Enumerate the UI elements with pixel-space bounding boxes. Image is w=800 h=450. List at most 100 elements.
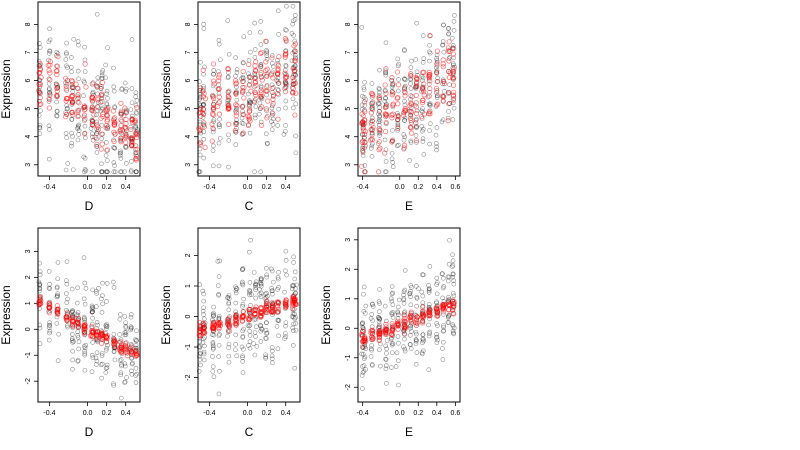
observed-point bbox=[427, 264, 433, 269]
fitted-point bbox=[123, 126, 129, 132]
observed-point bbox=[37, 125, 43, 131]
observed-point bbox=[64, 63, 69, 69]
observed-point bbox=[201, 312, 206, 317]
fitted-point bbox=[240, 78, 246, 84]
observed-point bbox=[239, 120, 245, 126]
observed-point bbox=[291, 321, 296, 327]
observed-point bbox=[441, 275, 446, 281]
observed-point bbox=[363, 346, 369, 351]
observed-point bbox=[293, 291, 298, 296]
observed-point bbox=[369, 312, 375, 317]
fitted-point bbox=[434, 313, 440, 319]
observed-point bbox=[64, 259, 70, 264]
observed-point bbox=[361, 309, 367, 314]
observed-point bbox=[201, 129, 207, 134]
observed-point bbox=[82, 167, 88, 172]
x-tick-label: 0.0 bbox=[243, 184, 253, 191]
observed-point bbox=[46, 337, 52, 343]
observed-point bbox=[427, 128, 432, 133]
y-tick-label: 7 bbox=[185, 50, 192, 54]
fitted-point bbox=[75, 92, 81, 98]
observed-point bbox=[427, 58, 432, 64]
observed-point bbox=[293, 101, 299, 107]
observed-point bbox=[94, 136, 99, 142]
observed-point bbox=[434, 275, 440, 281]
observed-point bbox=[275, 317, 281, 323]
observed-point bbox=[435, 337, 440, 343]
observed-point bbox=[449, 35, 455, 41]
observed-point bbox=[105, 169, 110, 175]
observed-point bbox=[408, 302, 414, 308]
observed-point bbox=[427, 89, 432, 95]
observed-point bbox=[111, 381, 116, 387]
observed-point bbox=[248, 303, 253, 308]
observed-point bbox=[252, 47, 258, 52]
observed-point bbox=[134, 337, 139, 343]
observed-point bbox=[247, 333, 253, 338]
observed-point bbox=[440, 271, 445, 276]
observed-point bbox=[290, 343, 296, 348]
fitted-point bbox=[240, 68, 246, 75]
observed-point bbox=[76, 76, 81, 82]
observed-point bbox=[225, 75, 231, 80]
fitted-point bbox=[69, 77, 75, 83]
observed-point bbox=[360, 321, 365, 326]
observed-point bbox=[240, 328, 245, 334]
observed-point bbox=[134, 127, 140, 132]
observed-point bbox=[258, 277, 264, 282]
fitted-point bbox=[445, 48, 452, 54]
observed-point bbox=[270, 291, 275, 297]
observed-point bbox=[217, 368, 222, 374]
observed-point bbox=[64, 307, 69, 313]
fitted-point bbox=[395, 116, 401, 122]
fitted-point bbox=[395, 82, 402, 88]
observed-point bbox=[427, 286, 432, 292]
observed-point bbox=[216, 163, 222, 169]
observed-point bbox=[100, 280, 105, 286]
observed-point bbox=[276, 285, 281, 290]
observed-point bbox=[90, 307, 96, 313]
y-axis-title: Expression bbox=[159, 59, 173, 118]
observed-point bbox=[252, 54, 258, 60]
observed-point bbox=[119, 169, 124, 175]
x-tick-label: 0.2 bbox=[413, 410, 423, 417]
observed-point bbox=[47, 328, 53, 334]
observed-point bbox=[90, 309, 95, 315]
observed-point bbox=[94, 338, 100, 344]
observed-point bbox=[94, 358, 100, 364]
observed-point bbox=[258, 281, 264, 287]
observed-point bbox=[420, 33, 426, 38]
observed-point bbox=[452, 13, 457, 18]
fitted-point bbox=[376, 127, 382, 134]
observed-point bbox=[269, 268, 275, 274]
fitted-point bbox=[246, 116, 252, 122]
observed-point bbox=[240, 60, 246, 65]
observed-point bbox=[211, 304, 216, 310]
observed-point bbox=[441, 284, 447, 289]
observed-point bbox=[414, 20, 419, 26]
fitted-point bbox=[389, 115, 395, 121]
observed-point bbox=[257, 279, 263, 285]
fitted-point bbox=[69, 93, 75, 99]
fitted-point bbox=[263, 59, 269, 65]
fitted-point bbox=[292, 48, 298, 55]
fitted-point bbox=[226, 328, 233, 334]
observed-point bbox=[389, 365, 394, 370]
observed-point bbox=[440, 295, 445, 301]
observed-point bbox=[134, 129, 140, 134]
fitted-point bbox=[246, 108, 253, 115]
fitted-point bbox=[197, 128, 203, 134]
observed-point bbox=[75, 123, 81, 129]
fitted-point bbox=[394, 318, 401, 324]
observed-point bbox=[239, 90, 245, 96]
observed-point bbox=[240, 121, 246, 126]
fitted-point bbox=[434, 85, 440, 92]
observed-point bbox=[122, 314, 128, 319]
observed-point bbox=[395, 316, 401, 321]
observed-point bbox=[265, 293, 270, 299]
observed-point bbox=[36, 41, 42, 46]
observed-point bbox=[434, 334, 440, 340]
observed-point bbox=[292, 276, 298, 282]
